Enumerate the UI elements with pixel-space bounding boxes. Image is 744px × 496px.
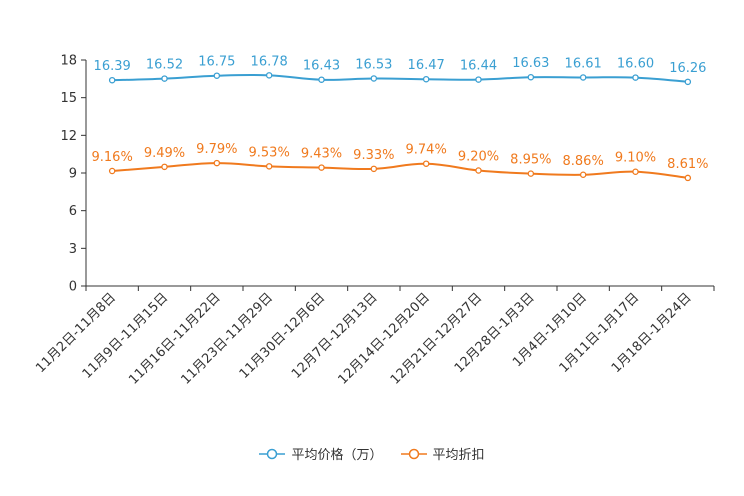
data-label: 9.33%: [353, 148, 394, 163]
data-label: 9.10%: [615, 151, 656, 166]
data-point: [161, 163, 168, 171]
data-point: [370, 75, 378, 82]
data-point: [265, 72, 273, 79]
data-point: [422, 75, 430, 83]
data-label: 16.63: [512, 56, 549, 71]
data-point: [318, 76, 325, 83]
x-tick-label: 11月16日-11月22日: [126, 290, 223, 387]
data-label: 8.61%: [667, 157, 708, 172]
data-point: [632, 168, 639, 175]
data-point: [318, 164, 325, 171]
data-point: [422, 160, 430, 167]
y-tick-label: 9: [69, 167, 77, 182]
data-point: [265, 163, 273, 170]
data-point: [108, 76, 116, 84]
legend-marker-discount-icon: [400, 448, 427, 459]
series-1: 9.16% 9.49% 9.79% 9.53% 9.43% 9.33% 9.74% 9.20%…: [92, 142, 708, 182]
legend-item-price[interactable]: 平均价格（万）: [259, 444, 383, 463]
data-point: [370, 165, 378, 173]
data-point: [475, 76, 482, 83]
data-label: 9.49%: [144, 146, 185, 161]
data-label: 9.74%: [406, 143, 447, 158]
data-point: [579, 171, 587, 179]
data-label: 16.78: [251, 54, 288, 69]
series-layer: 16.39 16.52 16.75 16.78 16.43 16.53 16.47 16.44…: [92, 54, 708, 182]
data-point: [684, 78, 692, 86]
data-label: 9.16%: [92, 150, 133, 165]
x-tick-label: 12月21日-12月27日: [388, 290, 485, 387]
legend: 平均价格（万） 平均折扣: [0, 444, 744, 463]
axes: 036912151811月2日-11月8日11月9日-11月15日11月16日-…: [33, 54, 715, 388]
legend-item-discount[interactable]: 平均折扣: [400, 444, 485, 463]
series-0: 16.39 16.52 16.75 16.78 16.43 16.53 16.47 16.44…: [94, 54, 706, 86]
y-tick-label: 15: [60, 91, 77, 106]
data-label: 16.60: [617, 57, 654, 72]
data-label: 16.61: [565, 56, 602, 71]
data-label: 8.95%: [510, 153, 551, 168]
data-label: 16.43: [303, 59, 340, 74]
series-line: [112, 73, 688, 83]
y-tick-label: 0: [69, 280, 77, 295]
data-point: [108, 167, 116, 175]
series-line: [112, 162, 688, 179]
y-tick-label: 18: [60, 54, 77, 69]
data-label: 9.20%: [458, 149, 499, 164]
data-point: [579, 74, 587, 81]
data-point: [527, 73, 535, 81]
data-label: 16.75: [198, 55, 235, 70]
data-point: [632, 74, 639, 81]
data-point: [161, 75, 168, 82]
data-point: [475, 167, 482, 174]
data-point: [213, 159, 221, 167]
data-label: 8.86%: [563, 154, 604, 169]
data-label: 16.44: [460, 59, 497, 74]
data-label: 16.26: [669, 61, 706, 76]
y-tick-label: 6: [69, 204, 77, 219]
data-label: 9.79%: [196, 142, 237, 157]
data-label: 9.43%: [301, 147, 342, 162]
y-tick-label: 3: [69, 242, 77, 257]
data-label: 16.47: [408, 58, 445, 73]
legend-label-discount: 平均折扣: [432, 448, 485, 463]
x-tick-label: 12月14日-12月20日: [336, 290, 433, 387]
y-tick-label: 12: [60, 129, 77, 144]
legend-label-price: 平均价格（万）: [291, 448, 383, 463]
data-point: [684, 174, 692, 182]
x-tick-label: 11月23日-11月29日: [179, 290, 276, 387]
data-label: 9.53%: [249, 145, 290, 160]
legend-marker-price-icon: [259, 448, 286, 459]
data-point: [213, 72, 221, 79]
data-label: 16.53: [355, 57, 392, 72]
data-label: 16.39: [94, 59, 131, 74]
data-label: 16.52: [146, 58, 183, 73]
data-point: [527, 170, 535, 177]
